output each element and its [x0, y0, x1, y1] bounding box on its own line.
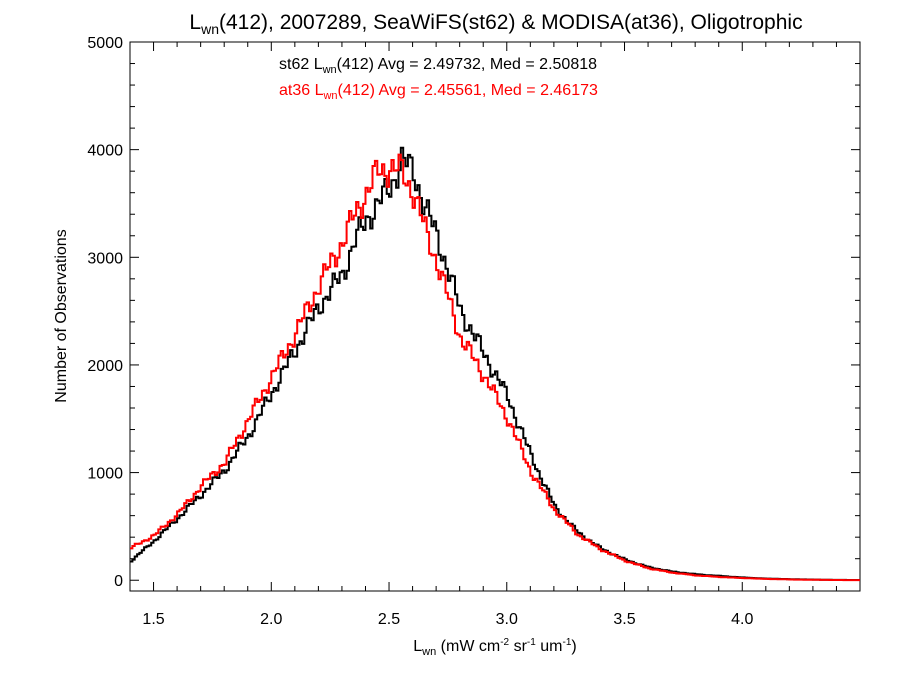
x-tick-label: 4.0: [731, 611, 753, 628]
chart-title-main: L: [189, 11, 201, 34]
annotation-st62-post: (412) Avg = 2.49732, Med = 2.50818: [337, 56, 597, 73]
x-axis-label-sup2: -1: [527, 637, 536, 648]
annotation-at36-pre: at36 L: [279, 82, 324, 99]
y-tick-label: 5000: [87, 35, 123, 52]
chart-title-rest: (412), 2007289, SeaWiFS(st62) & MODISA(a…: [219, 11, 803, 34]
y-tick-label: 4000: [87, 143, 123, 160]
x-axis-label-sup3: -1: [562, 637, 571, 648]
x-axis-label-sub: wn: [421, 646, 436, 658]
x-axis-label-part2: sr: [509, 638, 527, 655]
x-axis-label: Lwn (mW cm-2 sr-1 um-1): [413, 637, 576, 658]
annotation-st62: st62 Lwn(412) Avg = 2.49732, Med = 2.508…: [279, 56, 597, 76]
x-axis-label-part3: um: [536, 638, 563, 655]
x-axis-label-sup1: -2: [500, 637, 509, 648]
x-tick-label: 2.5: [378, 611, 400, 628]
chart-title-sub: wn: [200, 21, 219, 37]
annotation-at36-post: (412) Avg = 2.45561, Med = 2.46173: [338, 82, 598, 99]
x-tick-label: 3.5: [613, 611, 635, 628]
chart-title: Lwn(412), 2007289, SeaWiFS(st62) & MODIS…: [189, 11, 802, 37]
annotation-st62-sub: wn: [322, 64, 337, 76]
series-at36-line: [130, 153, 860, 582]
x-axis-label-part4: ): [571, 638, 576, 655]
x-tick-label: 3.0: [496, 611, 518, 628]
y-tick-label: 2000: [87, 358, 123, 375]
x-axis-label-main: L: [413, 638, 422, 655]
y-tick-label: 1000: [87, 466, 123, 483]
series-st62-line: [130, 146, 860, 581]
y-tick-label: 0: [114, 573, 123, 590]
x-axis: 1.5 2.0 2.5 3.0 3.5 4.0: [142, 42, 837, 628]
y-axis: 0 1000 2000 3000 4000 5000: [87, 35, 860, 590]
annotation-at36: at36 Lwn(412) Avg = 2.45561, Med = 2.461…: [279, 82, 598, 102]
plot-frame: [129, 41, 861, 592]
x-tick-label: 2.0: [260, 611, 282, 628]
x-axis-label-part1: (mW cm: [436, 638, 500, 655]
y-axis-label: Number of Observations: [53, 229, 70, 402]
y-tick-label: 3000: [87, 250, 123, 267]
x-tick-label: 1.5: [142, 611, 164, 628]
series-layer: [130, 146, 860, 582]
annotation-st62-pre: st62 L: [279, 56, 323, 73]
annotation-at36-sub: wn: [322, 90, 337, 102]
